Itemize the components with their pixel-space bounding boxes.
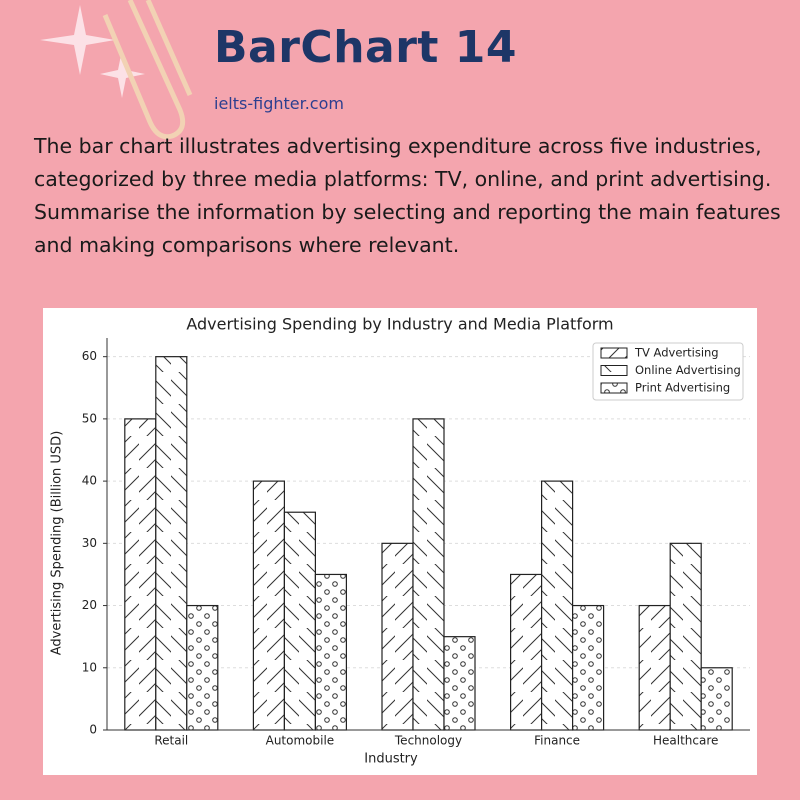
y-tick-label: 40 [82,474,97,488]
sparkle [100,50,145,98]
legend-label: Online Advertising [635,363,741,377]
bar [638,604,671,731]
x-tick-label: Finance [534,734,580,748]
bar [124,418,157,731]
bar [510,573,543,731]
x-tick-label: Technology [394,734,462,748]
bar [252,480,285,731]
x-tick-label: Automobile [266,734,335,748]
bar [381,542,414,731]
legend-swatch [600,365,628,376]
bar [314,573,347,731]
y-axis-label: Advertising Spending (Billion USD) [50,431,65,656]
y-tick-label: 30 [82,536,97,550]
y-tick-label: 20 [82,598,97,612]
legend-label: TV Advertising [634,346,719,360]
bar [700,667,733,731]
chart-title: Advertising Spending by Industry and Med… [186,315,613,334]
chart: Advertising Spending by Industry and Med… [43,308,757,775]
y-tick-label: 60 [82,349,97,363]
bar [155,356,188,731]
paperclip [145,0,193,97]
legend-swatch [600,382,628,394]
bar [669,542,702,731]
bar [541,480,574,731]
title: BarChart 14 [214,22,518,73]
prompt-line: The bar chart illustrates advertising ex… [34,134,772,191]
x-tick-label: Healthcare [653,734,718,748]
website: ielts-fighter.com [214,94,344,113]
legend-label: Print Advertising [635,381,730,395]
axes [106,338,750,731]
legend-swatch [600,347,628,359]
x-tick-label: Retail [154,734,188,748]
legend-box [592,342,744,401]
bar [443,636,476,731]
paperclip [102,0,186,140]
bar [186,604,219,731]
sparkle [40,5,115,75]
y-tick-label: 10 [82,660,97,674]
prompt: The bar chart illustrates advertising ex… [34,130,784,262]
y-tick-label: 50 [82,411,97,425]
bar [412,418,445,731]
bar [571,604,605,731]
bar [283,511,316,731]
prompt-line: Summarise the information by selecting a… [34,200,781,257]
y-tick-label: 0 [89,723,97,737]
x-axis-label: Industry [364,752,418,767]
